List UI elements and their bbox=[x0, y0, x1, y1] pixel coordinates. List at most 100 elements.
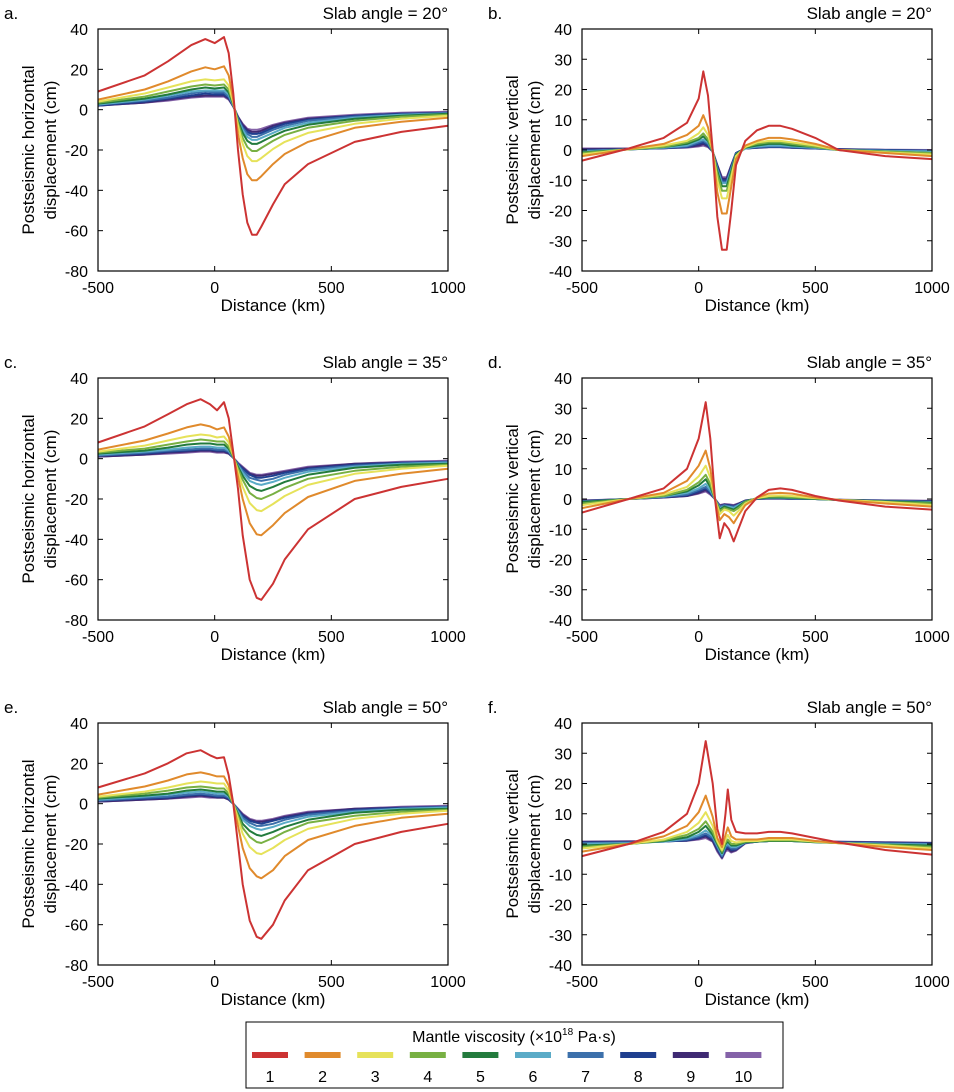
x-axis-title: Distance (km) bbox=[221, 645, 326, 664]
legend-swatch-7 bbox=[567, 1052, 604, 1058]
y-tick-label: -20 bbox=[65, 837, 88, 854]
chart-panel-4: -500 0 500 1000 -40 -30 -20 -10 0 10 20 30 40 Distanc… bbox=[488, 353, 950, 664]
series-line-3 bbox=[581, 126, 933, 200]
y-tick-label: -40 bbox=[65, 183, 88, 200]
series-line-5 bbox=[97, 86, 449, 145]
y-tick-label: 20 bbox=[70, 411, 88, 428]
legend-swatch-9 bbox=[672, 1052, 709, 1058]
series-line-1 bbox=[97, 36, 449, 236]
y-tick-label: 0 bbox=[563, 492, 572, 509]
series-line-3 bbox=[97, 780, 449, 856]
panel-label: c. bbox=[4, 353, 17, 372]
series-group bbox=[581, 401, 933, 543]
chart-panel-2: -500 0 500 1000 -40 -30 -20 -10 0 10 20 30 40 Distanc… bbox=[488, 4, 950, 315]
x-tick-label: 1000 bbox=[430, 974, 466, 991]
y-tick-label: 0 bbox=[79, 103, 88, 120]
legend-swatch-6 bbox=[515, 1052, 551, 1058]
y-tick-label: -60 bbox=[65, 224, 88, 241]
y-tick-label: 40 bbox=[70, 371, 88, 388]
legend-title: Mantle viscosity (×1018 Pa·s) bbox=[412, 1027, 616, 1046]
y-tick-label: 0 bbox=[563, 143, 572, 160]
x-tick-label: 0 bbox=[210, 629, 219, 646]
series-group bbox=[97, 36, 449, 236]
series-line-2 bbox=[581, 449, 933, 525]
y-tick-label: -80 bbox=[65, 264, 88, 281]
legend-swatch-5 bbox=[462, 1052, 499, 1058]
x-tick-label: 0 bbox=[694, 974, 703, 991]
panel-title: Slab angle = 50° bbox=[807, 698, 932, 717]
y-tick-label: -40 bbox=[65, 532, 88, 549]
y-tick-label: -30 bbox=[549, 583, 572, 600]
y-tick-label: 10 bbox=[554, 807, 572, 824]
y-tick-label: -40 bbox=[549, 613, 572, 630]
y-tick-label: 30 bbox=[554, 401, 572, 418]
series-group bbox=[581, 740, 933, 860]
chart-panel-3: -500 0 500 1000 -80 -60 -40 -20 0 20 40 Distance (k… bbox=[4, 353, 466, 664]
y-tick-label: -40 bbox=[549, 264, 572, 281]
legend-label-5: 5 bbox=[476, 1069, 485, 1086]
y-tick-label: 30 bbox=[554, 52, 572, 69]
chart-panel-5: -500 0 500 1000 -80 -60 -40 -20 0 20 40 Distance (k… bbox=[4, 698, 466, 1009]
y-tick-label: 0 bbox=[79, 452, 88, 469]
series-line-3 bbox=[581, 464, 933, 517]
y-tick-label: -40 bbox=[549, 958, 572, 975]
chart-panel-6: -500 0 500 1000 -40 -30 -20 -10 0 10 20 30 40 Distanc… bbox=[488, 698, 950, 1009]
x-tick-label: -500 bbox=[566, 280, 598, 297]
y-tick-label: 20 bbox=[70, 756, 88, 773]
y-tick-label: -10 bbox=[549, 173, 572, 190]
series-line-2 bbox=[97, 65, 449, 182]
y-tick-label: 20 bbox=[554, 777, 572, 794]
panel-label: d. bbox=[488, 353, 502, 372]
y-axis-title-line: displacement (cm) bbox=[41, 775, 60, 914]
panel-title: Slab angle = 50° bbox=[323, 698, 448, 717]
plot-frame bbox=[97, 722, 449, 966]
y-axis-title: Postseismic horizontal displacement (cm) bbox=[19, 65, 60, 234]
series-line-1 bbox=[97, 749, 449, 940]
y-axis-title-line: Postseismic vertical bbox=[503, 75, 522, 224]
y-tick-label: 40 bbox=[554, 371, 572, 388]
series-line-6 bbox=[97, 89, 449, 141]
y-tick-label: -30 bbox=[549, 234, 572, 251]
series-line-4 bbox=[97, 83, 449, 152]
y-tick-label: -80 bbox=[65, 958, 88, 975]
y-axis-title-line: Postseismic horizontal bbox=[19, 414, 38, 583]
series-group bbox=[97, 749, 449, 940]
legend-title-exponent: 18 bbox=[562, 1027, 574, 1038]
legend-swatch-1 bbox=[252, 1052, 288, 1058]
series-line-3 bbox=[97, 433, 449, 513]
series-line-2 bbox=[581, 114, 933, 215]
x-tick-label: -500 bbox=[566, 974, 598, 991]
x-axis-title: Distance (km) bbox=[705, 645, 810, 664]
legend-title-unit: Pa·s) bbox=[573, 1029, 616, 1046]
y-tick-label: 20 bbox=[554, 83, 572, 100]
legend-swatch-8 bbox=[620, 1052, 657, 1058]
y-tick-label: -20 bbox=[65, 143, 88, 160]
legend-swatch-2 bbox=[304, 1052, 341, 1058]
x-tick-label: 500 bbox=[802, 974, 829, 991]
y-tick-label: 20 bbox=[554, 432, 572, 449]
y-tick-label: 40 bbox=[554, 716, 572, 733]
y-tick-label: 10 bbox=[554, 462, 572, 479]
legend-swatch-3 bbox=[357, 1052, 394, 1058]
y-tick-label: -10 bbox=[549, 522, 572, 539]
y-axis-title: Postseismic vertical displacement (cm) bbox=[503, 769, 544, 918]
series-line-2 bbox=[97, 423, 449, 537]
x-tick-label: 500 bbox=[802, 280, 829, 297]
legend-label-9: 9 bbox=[686, 1069, 695, 1086]
y-tick-label: -80 bbox=[65, 613, 88, 630]
panel-title: Slab angle = 35° bbox=[807, 353, 932, 372]
legend-label-6: 6 bbox=[529, 1069, 538, 1086]
legend-label-10: 10 bbox=[735, 1069, 753, 1086]
y-tick-label: 10 bbox=[554, 113, 572, 130]
x-axis-title: Distance (km) bbox=[221, 296, 326, 315]
y-tick-label: -10 bbox=[549, 867, 572, 884]
legend-swatch-10 bbox=[725, 1052, 762, 1058]
x-tick-label: -500 bbox=[566, 629, 598, 646]
panel-label: e. bbox=[4, 698, 18, 717]
legend-swatch-4 bbox=[409, 1052, 446, 1058]
y-tick-label: 0 bbox=[79, 797, 88, 814]
series-line-3 bbox=[97, 78, 449, 163]
y-tick-label: -20 bbox=[549, 898, 572, 915]
legend-label-2: 2 bbox=[318, 1069, 327, 1086]
